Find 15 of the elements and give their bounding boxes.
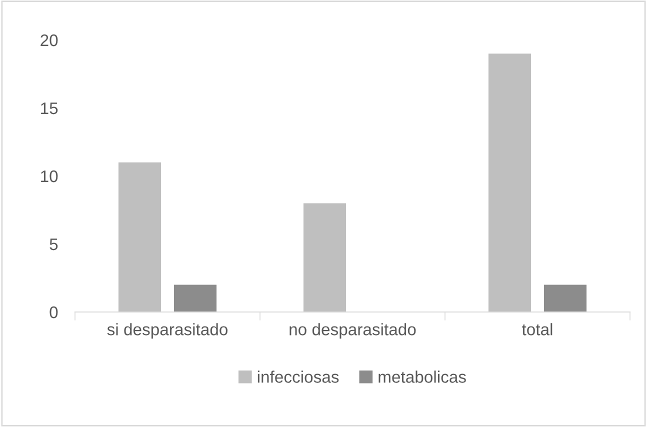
y-tick-label: 10: [41, 170, 58, 182]
bar: [118, 162, 162, 312]
bar: [488, 54, 532, 312]
y-tick-label: 5: [50, 238, 58, 250]
y-tick-label: 20: [40, 34, 58, 46]
legend-label: infecciosas: [258, 370, 339, 383]
x-tick-label: total: [522, 323, 552, 336]
bar: [303, 203, 346, 312]
y-tick-label: 0: [50, 306, 58, 318]
bar: [544, 284, 587, 312]
bar: [174, 284, 217, 312]
y-tick-label: 15: [41, 102, 58, 114]
x-tick-label: si desparasitado: [107, 323, 228, 339]
x-tick-label: no desparasitado: [290, 323, 416, 339]
legend-label: metabolicas: [378, 370, 466, 383]
